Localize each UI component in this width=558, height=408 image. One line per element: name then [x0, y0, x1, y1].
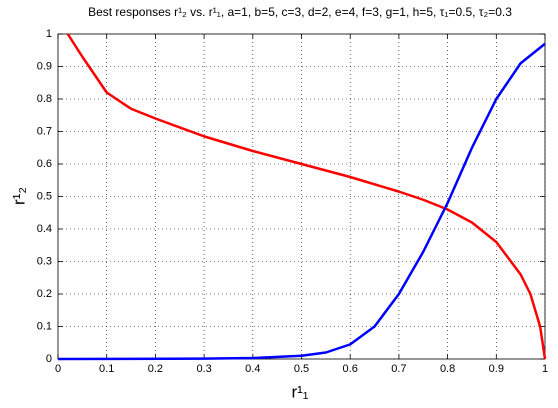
x-tick-label: 0.1 [99, 363, 114, 375]
x-tick-label: 0.8 [440, 363, 455, 375]
x-tick-label: 0.6 [343, 363, 358, 375]
chart-title: Best responses r¹₂ vs. r¹₁, a=1, b=5, c=… [88, 5, 512, 19]
y-tick-label: 0.4 [37, 223, 52, 235]
y-tick-label: 0.1 [37, 320, 52, 332]
y-tick-label: 0 [46, 353, 52, 365]
x-tick-label: 0.4 [245, 363, 260, 375]
line-series [66, 33, 547, 360]
x-tick-label: 1 [542, 363, 548, 375]
line-series [57, 42, 546, 361]
x-tick-label: 0.2 [148, 363, 163, 375]
x-tick-label: 0 [55, 363, 61, 375]
y-axis-label: r¹₂ [9, 187, 28, 205]
y-tick-label: 0.2 [37, 288, 52, 300]
x-tick-label: 0.3 [196, 363, 211, 375]
y-tick-label: 0.8 [37, 93, 52, 105]
plot-frame [57, 33, 546, 360]
y-tick-label: 0.3 [37, 255, 52, 267]
y-tick-label: 1 [46, 28, 52, 40]
y-tick-label: 0.9 [37, 60, 52, 72]
y-tick-label: 0.7 [37, 125, 52, 137]
x-tick-label: 0.7 [391, 363, 406, 375]
x-tick-label: 0.5 [294, 363, 309, 375]
x-tick-label: 0.9 [489, 363, 504, 375]
x-axis-label: r¹₁ [291, 382, 308, 401]
y-tick-label: 0.6 [37, 158, 52, 170]
y-tick-label: 0.5 [37, 190, 52, 202]
